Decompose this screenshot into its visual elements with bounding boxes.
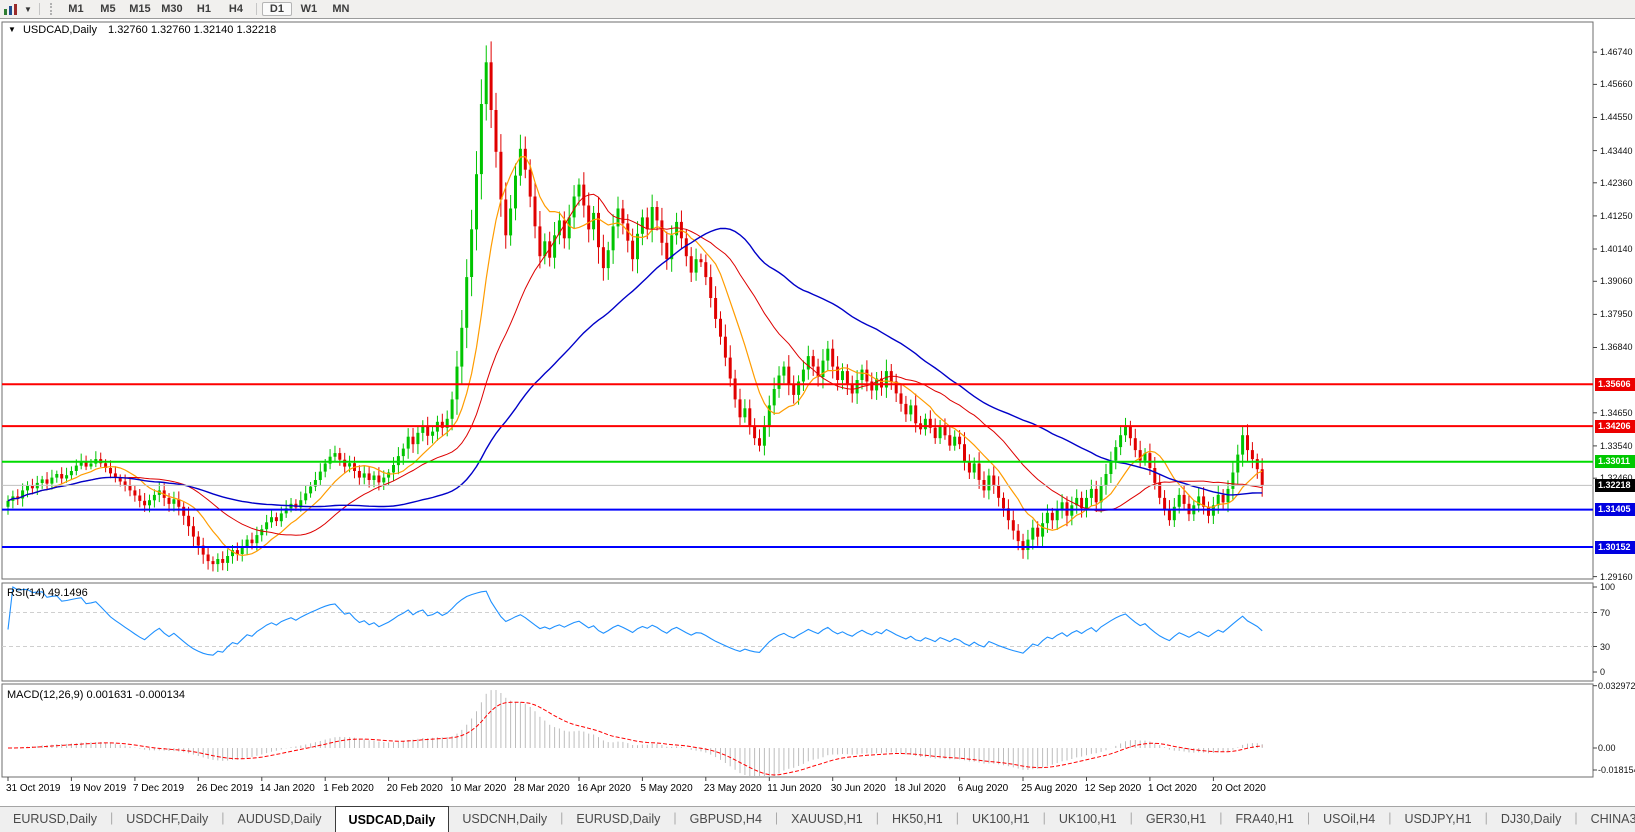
tab-separator: | — [221, 811, 225, 825]
tab-eurusd-daily[interactable]: EURUSD,Daily — [13, 812, 98, 826]
tab-usdcnh-daily[interactable]: USDCNH,Daily — [462, 812, 548, 826]
timeframe-button-d1[interactable]: D1 — [261, 2, 292, 16]
tab-usdjpy-h1[interactable]: USDJPY,H1 — [1404, 812, 1472, 826]
tab-separator: | — [1306, 811, 1311, 825]
toolbar-grip[interactable] — [49, 3, 54, 15]
macd-label: MACD(12,26,9) 0.001631 -0.000134 — [7, 689, 185, 701]
tab-separator: | — [955, 811, 959, 825]
chart-tab-bar: EURUSD,Daily | USDCHF,Daily | AUDUSD,Daily US… — [0, 806, 1635, 832]
timeframe-button-m1[interactable]: M1 — [68, 3, 84, 15]
tab-separator: | — [560, 811, 564, 825]
tab-dj30-daily[interactable]: DJ30,Daily — [1500, 812, 1562, 826]
timeframe-button-w1[interactable]: W1 — [300, 3, 318, 15]
tab-usdcad-daily[interactable]: USDCAD,Daily — [334, 806, 450, 832]
tab-separator: | — [1484, 811, 1488, 825]
tab-usoil-h4[interactable]: USOil,H4 — [1323, 812, 1376, 826]
tab-china300-h1[interactable]: CHINA300,H1 — [1590, 812, 1635, 826]
tab-audusd-daily[interactable]: AUDUSD,Daily — [237, 812, 322, 826]
chart-type-icon[interactable] — [3, 2, 21, 16]
timeframe-button-h4[interactable]: H4 — [228, 3, 243, 15]
timeframe-button-m15[interactable]: M15 — [129, 3, 151, 15]
chart-title-ohlc: 1.32760 1.32760 1.32140 1.32218 — [108, 24, 277, 36]
tab-hk50-h1[interactable]: HK50,H1 — [891, 812, 943, 826]
timeframe-button-mn[interactable]: MN — [332, 3, 350, 15]
tab-ger30-h1[interactable]: GER30,H1 — [1145, 812, 1207, 826]
chart-type-dropdown-icon[interactable]: ▼ — [24, 4, 32, 14]
tab-separator: | — [1129, 811, 1133, 825]
rsi-label: RSI(14) 49.1496 — [7, 587, 88, 599]
tab-separator: | — [1574, 811, 1578, 825]
chart-tab-list: EURUSD,Daily | USDCHF,Daily | AUDUSD,Daily US… — [0, 806, 1635, 832]
tab-eurusd-daily[interactable]: EURUSD,Daily — [576, 812, 661, 826]
tab-xauusd-h1[interactable]: XAUUSD,H1 — [791, 812, 863, 826]
timeframe-toolbar: ▼ M1 M5 M15 M30 H1 H4 D1 W1 MN — [0, 0, 1635, 19]
timeframe-button-m30[interactable]: M30 — [161, 3, 183, 15]
tab-usdchf-daily[interactable]: USDCHF,Daily — [126, 812, 209, 826]
tab-separator: | — [1219, 811, 1223, 825]
timeframe-button-h1[interactable]: H1 — [196, 3, 211, 15]
timeframe-button-m5[interactable]: M5 — [100, 3, 116, 15]
tab-gbpusd-h4[interactable]: GBPUSD,H4 — [689, 812, 762, 826]
chart-title: ▼ USDCAD,Daily 1.32760 1.32760 1.32140 1… — [8, 24, 276, 36]
timeframe-button-group: M1 M5 M15 M30 H1 H4 D1 W1 MN — [60, 2, 357, 16]
tab-fra40-h1[interactable]: FRA40,H1 — [1235, 812, 1294, 826]
tab-uk100-h1[interactable]: UK100,H1 — [971, 812, 1030, 826]
tab-separator: | — [110, 811, 114, 825]
tab-separator: | — [673, 811, 677, 825]
tab-separator: | — [1388, 811, 1392, 825]
chart-title-symbol: USDCAD,Daily — [22, 24, 97, 36]
tab-separator: | — [1042, 811, 1046, 825]
chart-title-dropdown-icon[interactable]: ▼ — [8, 25, 16, 34]
tab-separator: | — [875, 811, 879, 825]
toolbar-separator — [38, 3, 40, 15]
toolbar-separator — [255, 3, 257, 15]
tab-uk100-h1[interactable]: UK100,H1 — [1058, 812, 1117, 826]
tab-separator: | — [774, 811, 779, 825]
